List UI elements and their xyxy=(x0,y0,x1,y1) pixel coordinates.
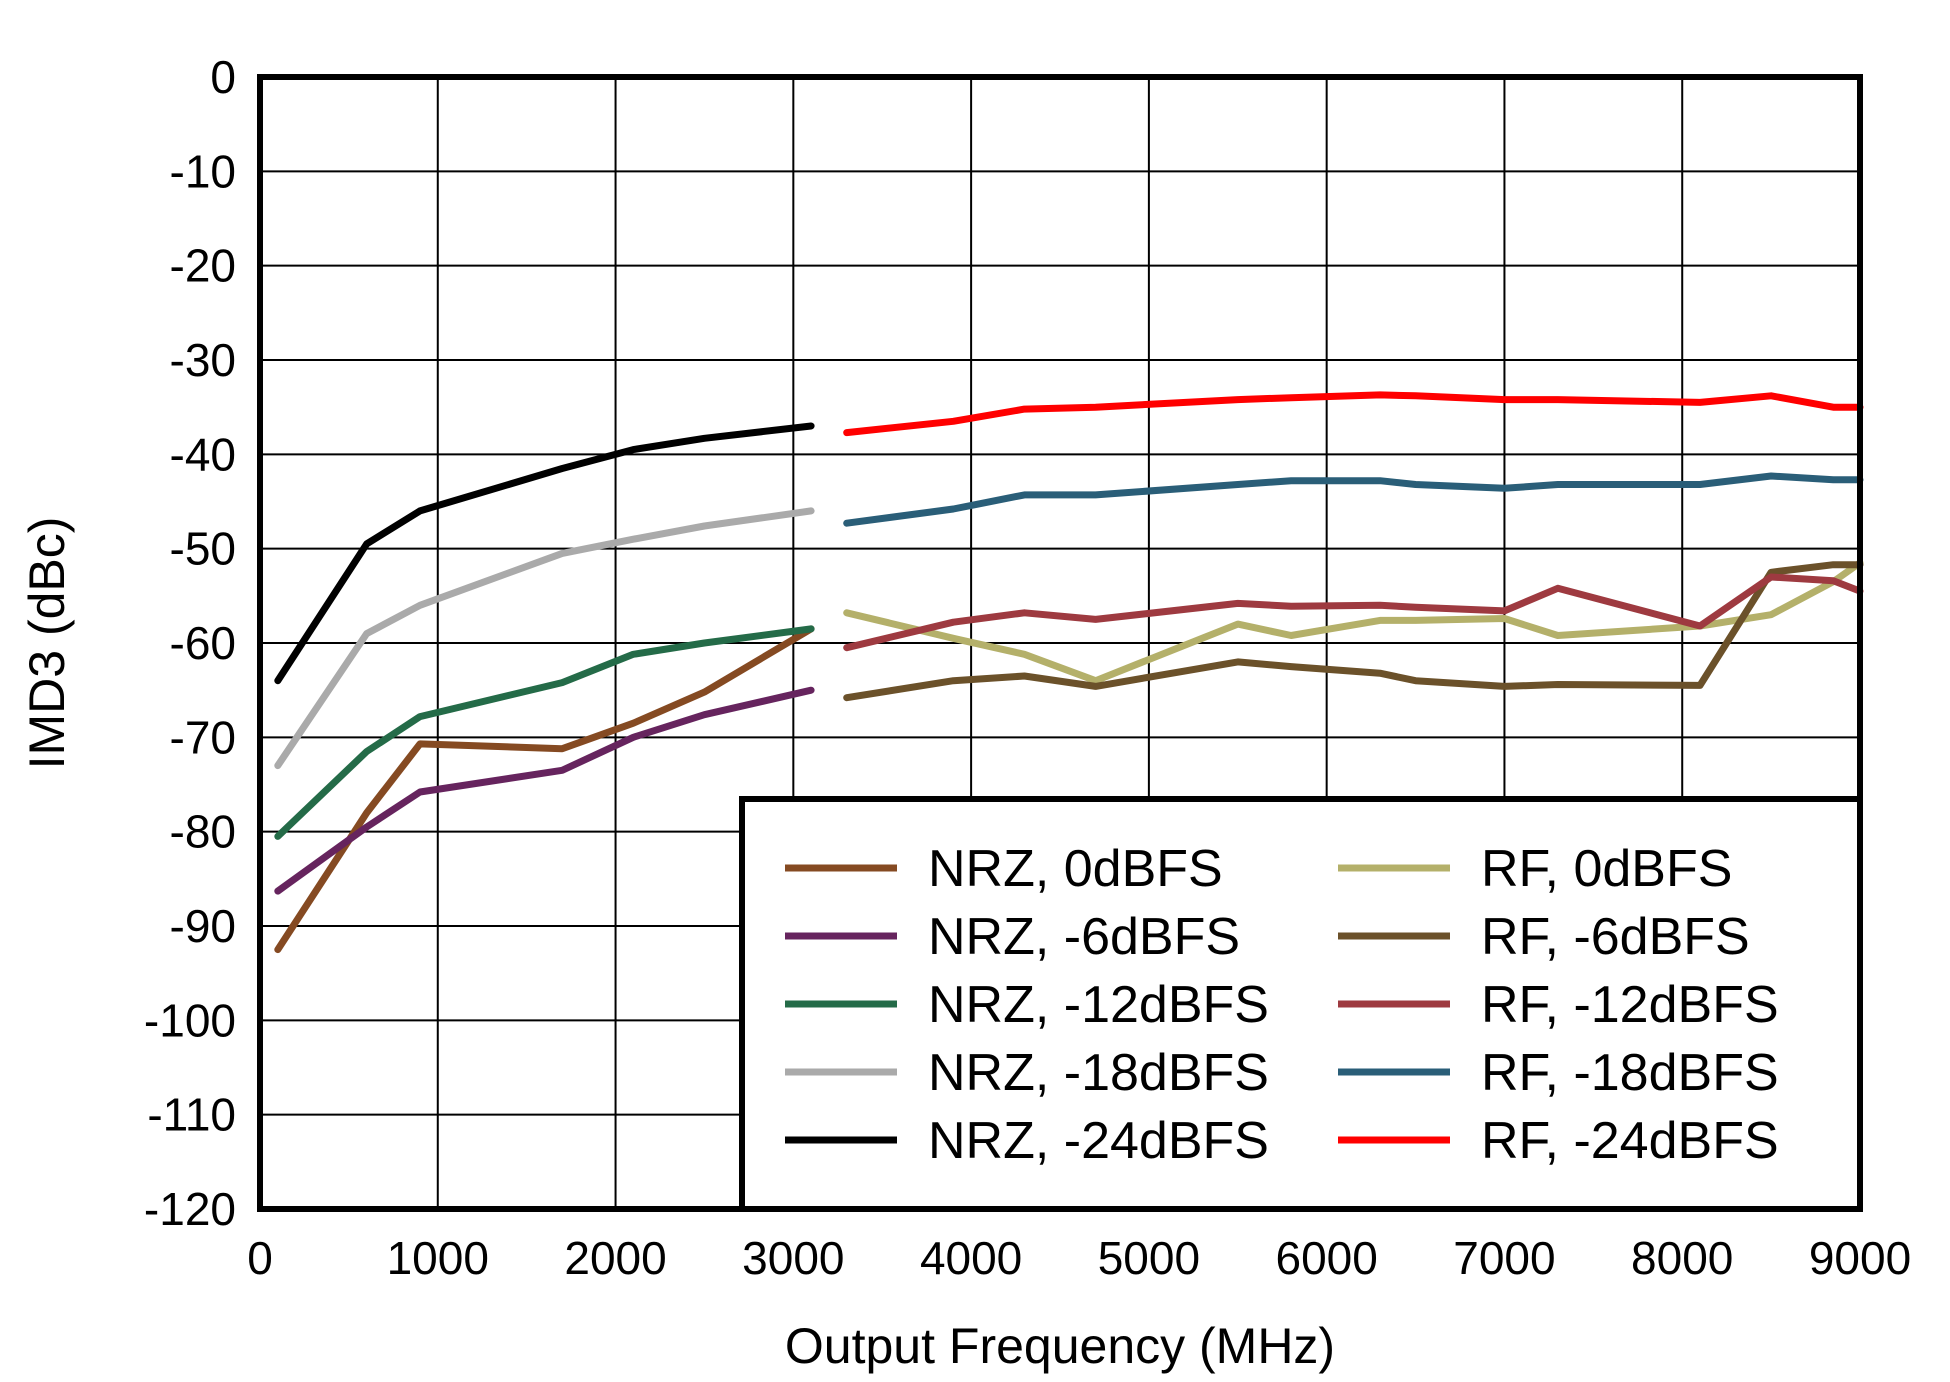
legend-label: RF, -12dBFS xyxy=(1481,976,1779,1034)
x-tick-label: 6000 xyxy=(1275,1232,1377,1284)
x-tick-label: 3000 xyxy=(742,1232,844,1284)
x-tick-label: 5000 xyxy=(1098,1232,1200,1284)
y-tick-label: -100 xyxy=(144,994,236,1046)
series-line-6 xyxy=(843,561,1864,702)
series-line-4 xyxy=(274,422,815,685)
y-tick-label: -30 xyxy=(170,334,236,386)
series-line-9 xyxy=(843,391,1864,437)
x-tick-labels: 0 1000 2000 3000 4000 5000 6000 7000 8000 9000 xyxy=(247,1232,1911,1284)
x-tick-label: 8000 xyxy=(1631,1232,1733,1284)
y-tick-label: -50 xyxy=(170,523,236,575)
y-tick-label: -20 xyxy=(170,240,236,292)
y-tick-label: -80 xyxy=(170,806,236,858)
y-tick-label: -40 xyxy=(170,428,236,480)
plot-frame xyxy=(257,74,1863,1212)
legend: NRZ, 0dBFS NRZ, -6dBFS NRZ, -12dBFS NRZ, -1… xyxy=(739,796,1863,1212)
y-tick-label: -70 xyxy=(170,711,236,763)
x-tick-label: 0 xyxy=(247,1232,273,1284)
y-tick-label: -90 xyxy=(170,900,236,952)
series-line-5 xyxy=(843,559,1864,685)
y-tick-label: -110 xyxy=(147,1089,236,1141)
series-line-7 xyxy=(843,573,1864,652)
legend-label: RF, -18dBFS xyxy=(1481,1044,1779,1102)
x-tick-label: 1000 xyxy=(387,1232,489,1284)
series-line-3 xyxy=(274,507,815,770)
legend-label: RF, 0dBFS xyxy=(1481,840,1732,898)
x-axis-label: Output Frequency (MHz) xyxy=(785,1318,1335,1374)
series-lines xyxy=(274,391,1864,954)
series-line-0 xyxy=(274,625,815,954)
series-line-1 xyxy=(274,686,815,895)
x-tick-label: 7000 xyxy=(1453,1232,1555,1284)
x-tick-label: 4000 xyxy=(920,1232,1022,1284)
y-axis-label: IMD3 (dBc) xyxy=(19,517,75,770)
y-tick-label: -120 xyxy=(144,1183,236,1235)
x-tick-label: 2000 xyxy=(564,1232,666,1284)
legend-label: NRZ, -24dBFS xyxy=(928,1112,1269,1170)
series-line-8 xyxy=(843,472,1864,527)
y-tick-label: 0 xyxy=(210,51,236,103)
y-tick-label: -10 xyxy=(170,145,236,197)
x-tick-label: 9000 xyxy=(1809,1232,1911,1284)
legend-label: NRZ, -6dBFS xyxy=(928,908,1240,966)
legend-label: RF, -24dBFS xyxy=(1481,1112,1779,1170)
legend-label: RF, -6dBFS xyxy=(1481,908,1750,966)
legend-label: NRZ, -12dBFS xyxy=(928,976,1269,1034)
y-tick-label: -60 xyxy=(170,617,236,669)
legend-label: NRZ, -18dBFS xyxy=(928,1044,1269,1102)
series-line-2 xyxy=(274,625,815,840)
y-tick-labels: 0 -10 -20 -30 -40 -50 -60 -70 -80 -90 -100 -110 -120 xyxy=(144,51,236,1235)
legend-label: NRZ, 0dBFS xyxy=(928,840,1223,898)
